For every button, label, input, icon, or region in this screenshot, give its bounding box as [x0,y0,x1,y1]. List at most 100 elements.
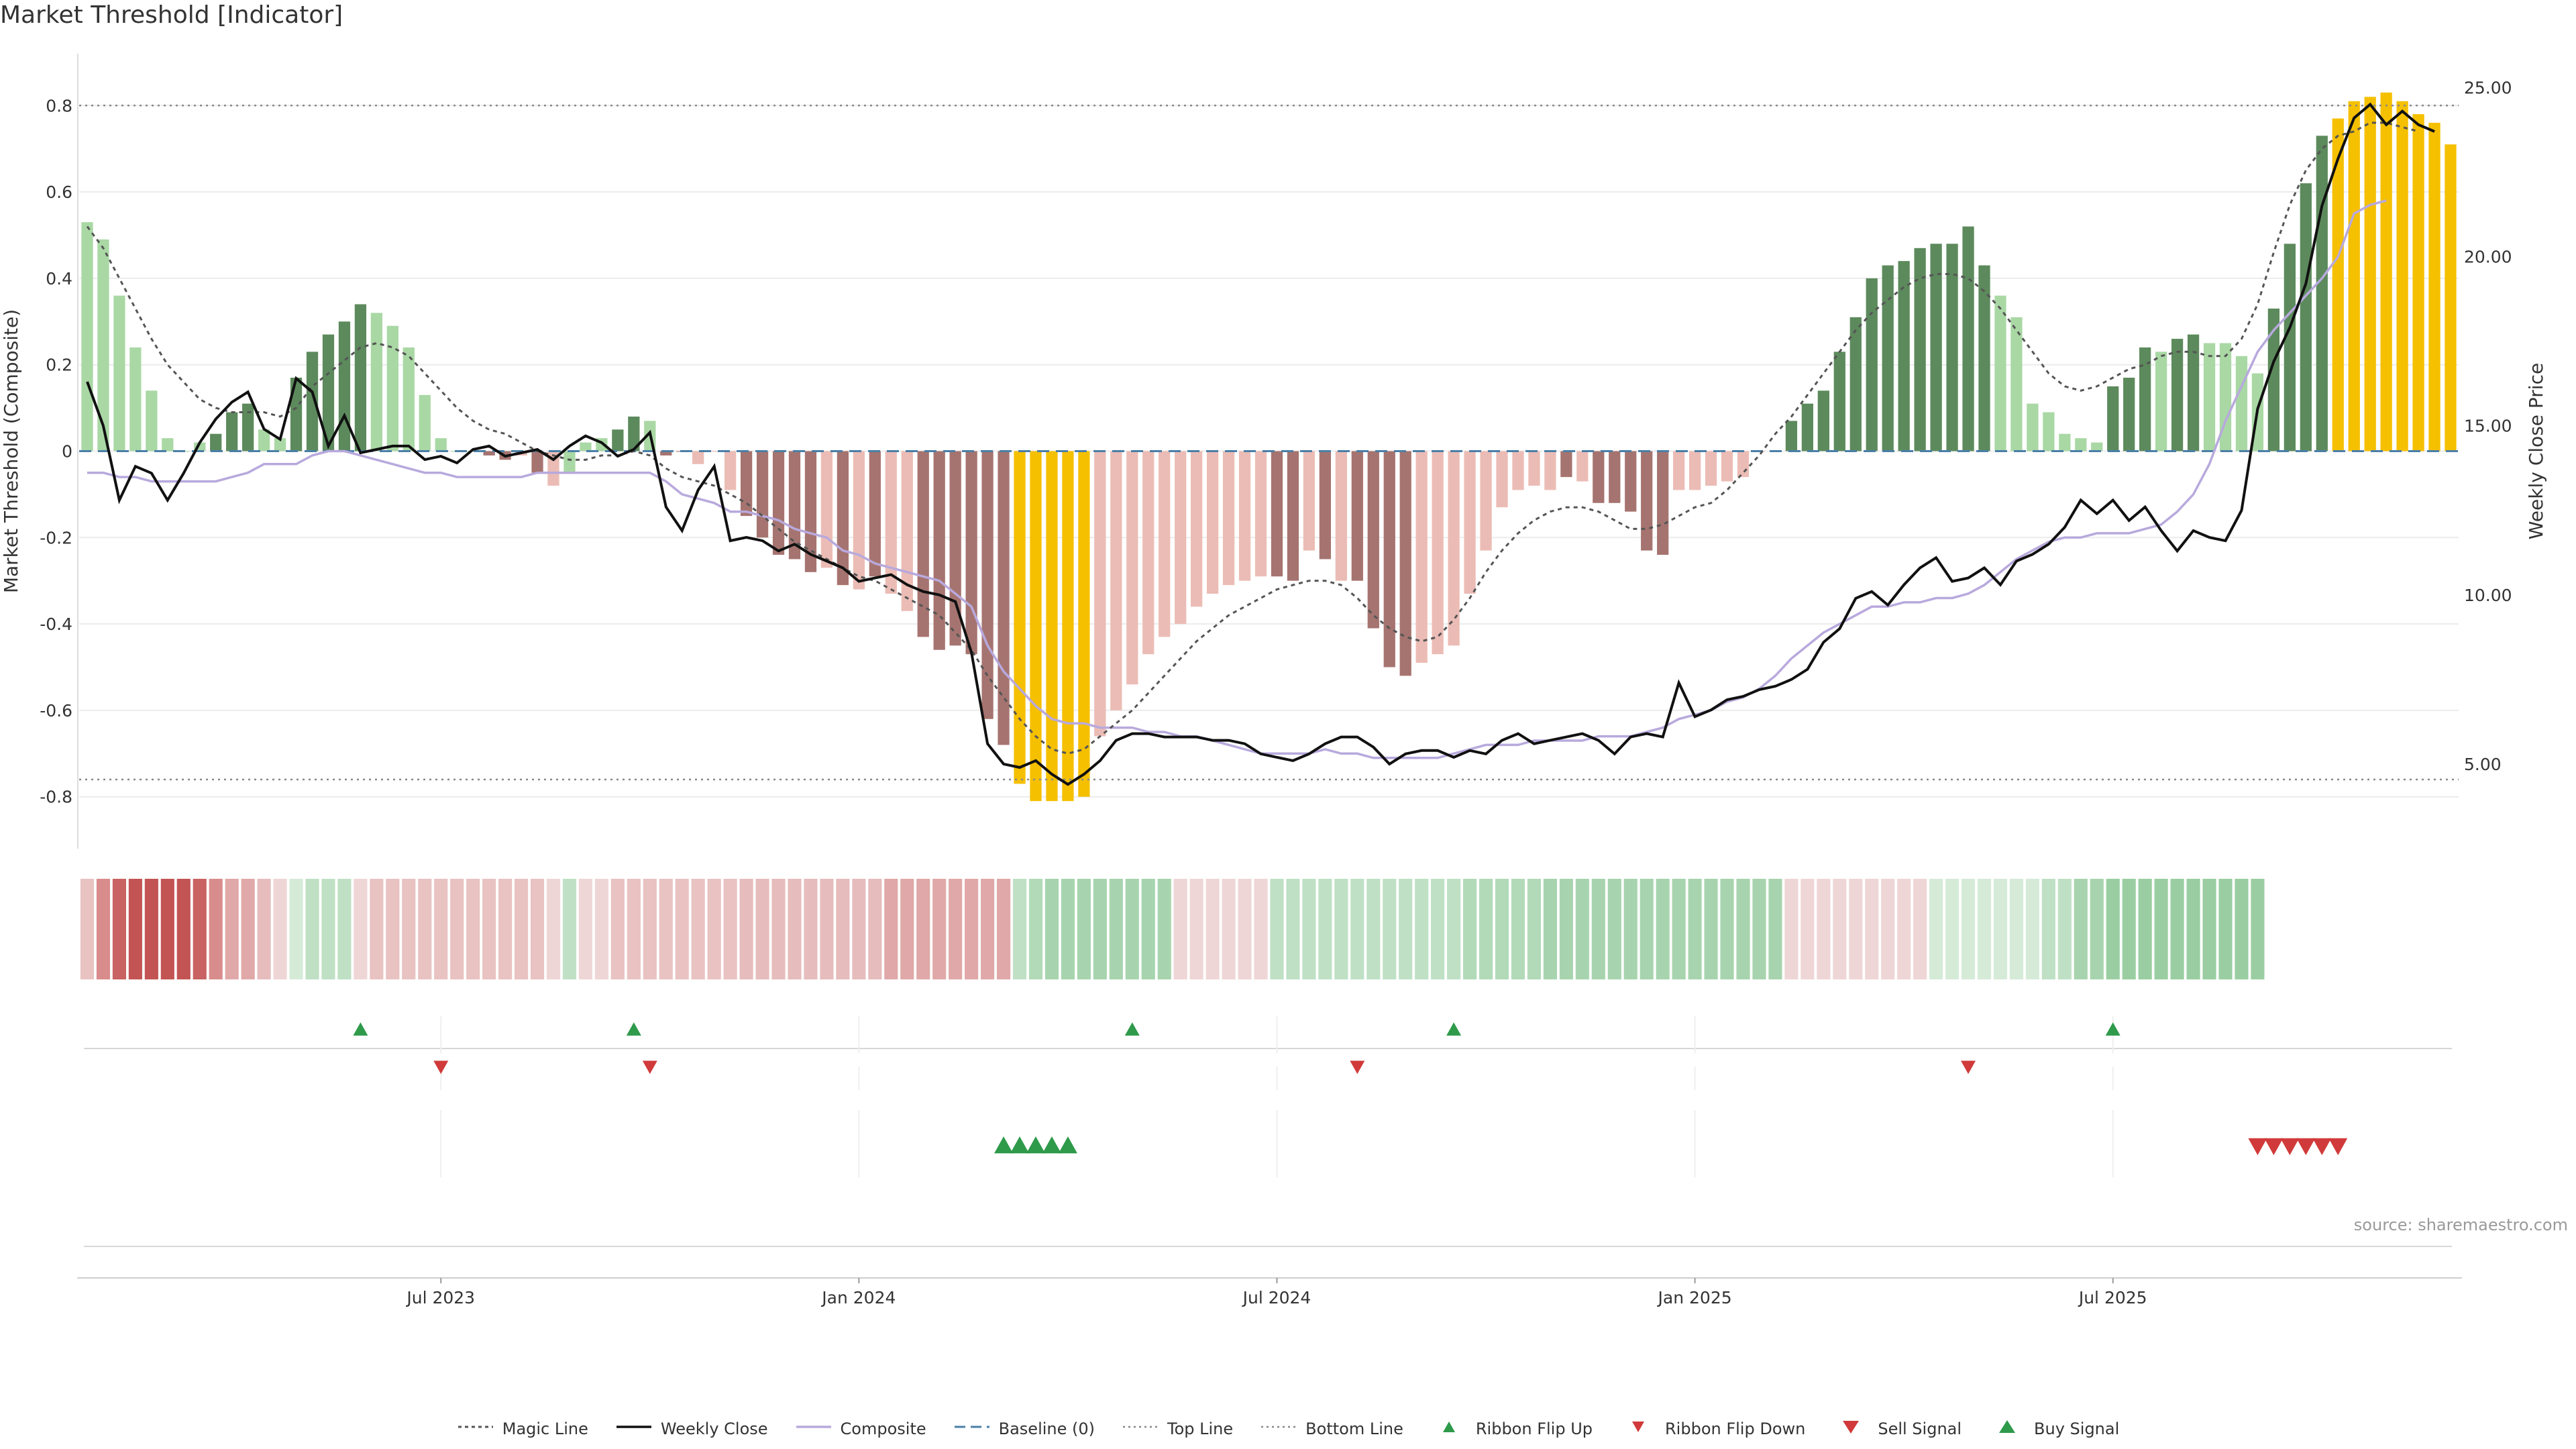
ribbon-cell [1849,879,1863,979]
ribbon-cell [916,879,930,979]
ribbon-cell [1431,879,1445,979]
ribbon-cell [160,879,174,979]
ribbon-cell [1865,879,1879,979]
composite-bar [1609,451,1621,503]
y-tick-label: 0.6 [46,182,72,202]
composite-bar [2380,92,2392,451]
sell-signal-marker [2328,1138,2348,1155]
legend: Magic Line Weekly Close Composite Baseline … [0,1414,2576,1444]
composite-bar [338,321,351,451]
ribbon-cell [1559,879,1573,979]
ribbon-cell [1720,879,1734,979]
composite-bar [756,451,769,538]
composite-bar [113,295,125,451]
composite-bar [2043,412,2055,451]
composite-bar [1480,451,1492,551]
composite-bar [2364,97,2376,451]
composite-bar [1030,451,1042,802]
ribbon-flip-down-marker [433,1061,449,1074]
composite-bar [1914,248,1926,451]
ribbon-cell [707,879,721,979]
composite-bar [1721,451,1733,482]
ribbon-flip-up-marker [2105,1022,2121,1036]
ribbon-cell [1173,879,1187,979]
buy-signal-marker [994,1136,1014,1154]
composite-bar [1833,352,1845,451]
ribbon-cell [1286,879,1300,979]
ribbon-cell [1913,879,1927,979]
ribbon-cell [723,879,737,979]
buy-legend-icon [1988,1419,2026,1439]
composite-bar [1222,451,1235,586]
ribbon-cell [482,879,496,979]
composite-bar [1271,451,1283,577]
composite-bar [402,347,415,451]
composite-bar [1657,451,1669,555]
composite-bar [1303,451,1316,551]
ribbon-cell [1752,879,1766,979]
ribbon-cell [1399,879,1413,979]
ribbon-cell [2090,879,2104,979]
weekly-close-line [86,102,2435,786]
composite-bar [981,451,994,719]
ribbon-cell [771,879,786,979]
ribbon-cell [1366,879,1381,979]
sell-signal-marker [2280,1138,2300,1155]
ribbon-cell [2138,879,2152,979]
y2-tick-label: 20.00 [2464,248,2512,267]
grid-layer [79,105,2459,798]
composite-bar [660,451,672,455]
ribbon-cell [530,879,545,979]
ribbon-cell [578,879,593,979]
ribbon-cell [498,879,513,979]
composite-bar [1175,451,1187,625]
composite-bar [1383,451,1395,667]
ribbon-cell [755,879,769,979]
ribbon-cell [515,879,529,979]
ribbon-flip-up-marker [626,1022,641,1036]
ribbon-cell [386,879,400,979]
ribbon-cell [1495,879,1509,979]
composite-bar [258,429,270,451]
ribbon-cell [804,879,818,979]
composite-bar [1335,451,1347,581]
composite-bar [1785,421,1798,451]
ribbon-cell [273,879,287,979]
ribbon-cell [2186,879,2200,979]
ribbon-cell [1623,879,1638,979]
composite-bar [1560,451,1572,478]
legend-item-bottom: Bottom Line [1260,1419,1403,1439]
composite-bar [2187,334,2200,451]
legend-item-buy: Buy Signal [1988,1419,2119,1439]
composite-bar [1946,244,1958,451]
composite-bar [1576,451,1589,482]
composite-bar [1544,451,1556,490]
ribbon-cell [1238,879,1252,979]
ribbon-cell [128,879,142,979]
x-tick-label: Jul 2024 [1242,1288,1311,1307]
composite-bar [274,438,286,451]
composite-bar [1817,390,1829,451]
composite-bar [226,412,238,451]
ribbon-cell [546,879,561,979]
ribbon-cell [949,879,963,979]
composite-bar [1094,451,1106,737]
composite-bar [467,451,479,452]
ribbon-cell [2009,879,2023,979]
composite-bar [162,438,174,451]
composite-bar [1625,451,1637,512]
composite-bar [2091,442,2103,451]
ribbon-cell [996,879,1011,979]
baseline-legend-icon [953,1419,991,1439]
ribbon-cell [610,879,625,979]
composite-bar [1528,451,1540,486]
ribbon-cell [241,879,255,979]
sell-legend-icon [1832,1419,1870,1439]
composite-bar [1978,265,1990,451]
composite-bar [2235,356,2248,451]
ribbon-cell [1688,879,1702,979]
composite-bar [869,451,881,577]
x-tick-label: Jan 2025 [1657,1288,1732,1307]
ribbon-cell [562,879,577,979]
ribbon-flip-down-marker [1350,1061,1365,1074]
